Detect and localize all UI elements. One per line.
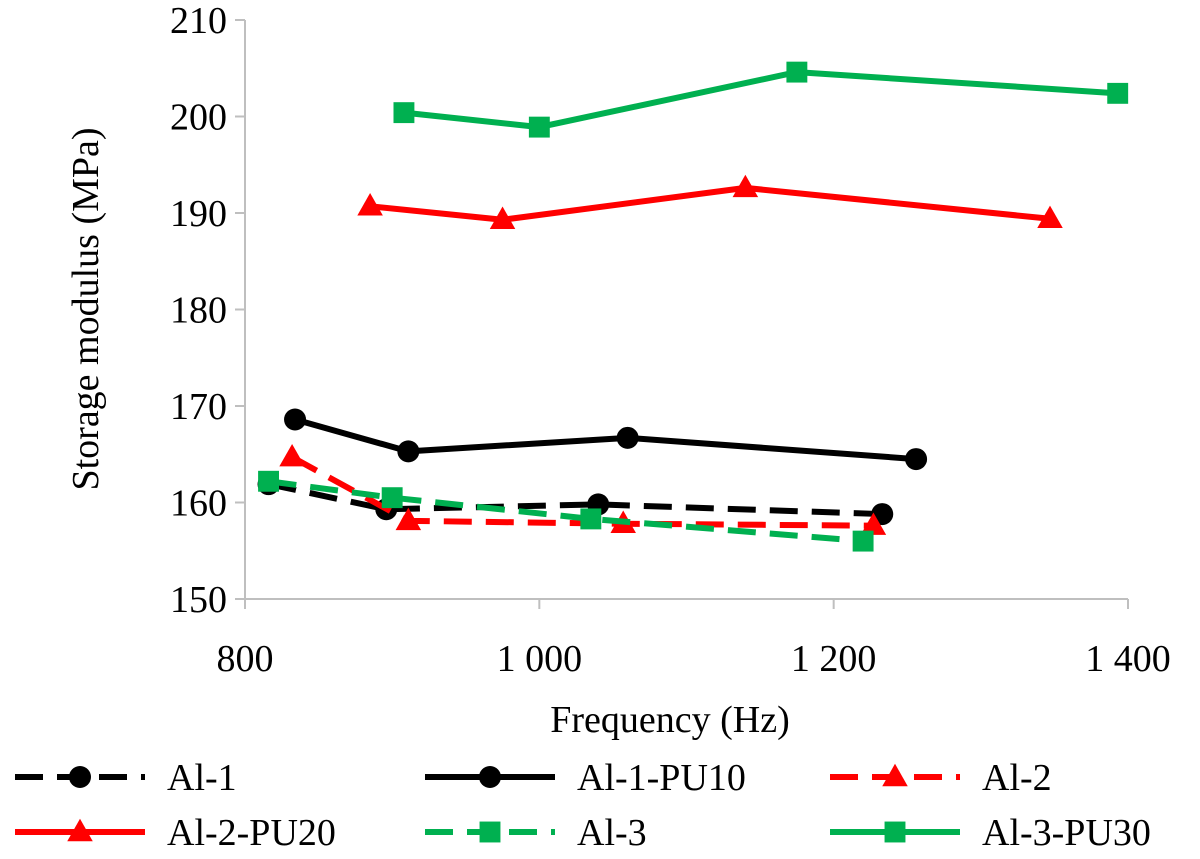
legend-item-al-1-pu10: Al-1-PU10 [425, 757, 746, 799]
y-tick-label: 200 [170, 97, 227, 139]
data-point-al-3 [258, 470, 279, 492]
legend-item-al-3: Al-3 [425, 812, 647, 854]
legend-label-al-1: Al-1 [167, 757, 237, 799]
legend-label-al-2: Al-2 [982, 757, 1052, 799]
y-tick-label: 160 [170, 483, 227, 525]
data-point-al-2 [279, 443, 305, 467]
data-point-al-1-pu10 [905, 448, 928, 471]
data-point-al-3 [381, 487, 403, 509]
x-axis-title: Frequency (Hz) [550, 699, 790, 741]
legend-marker-al-1 [69, 766, 91, 788]
y-tick-label: 180 [170, 290, 227, 332]
data-point-al-1-pu10 [616, 426, 639, 449]
legend-label-al-1-pu10: Al-1-PU10 [577, 757, 746, 799]
y-tick-label: 190 [170, 193, 227, 235]
legend-item-al-3-pu30: Al-3-PU30 [830, 812, 1151, 854]
data-point-al-2-pu20 [732, 174, 759, 198]
axes: 150 160 170 180 190 200 210 800 1 000 1 200 1 400 [170, 0, 1171, 680]
data-point-al-2 [395, 507, 422, 531]
series-al-2-pu20 [357, 174, 1063, 229]
series-line-al-1 [267, 481, 883, 518]
legend-item-al-1: Al-1 [15, 757, 237, 799]
legend-label-al-2-pu20: Al-2-PU20 [167, 812, 336, 854]
y-axis-title: Storage modulus (MPa) [65, 127, 107, 490]
legend-label-al-3: Al-3 [577, 812, 647, 854]
data-point-al-3-pu30 [393, 102, 415, 124]
series-line-al-2 [290, 454, 874, 529]
series-line-al-3 [268, 478, 864, 545]
y-tick-label: 210 [170, 0, 227, 42]
legend-item-al-2: Al-2 [830, 757, 1052, 799]
legend-label-al-3-pu30: Al-3-PU30 [982, 812, 1151, 854]
data-point-al-1-pu10 [397, 440, 420, 463]
legend: Al-1 Al-1-PU10 Al-2 Al-2-PU20 Al-3 Al-3-PU30 [15, 757, 1151, 854]
y-tick-label: 170 [170, 386, 227, 428]
series-al-1-pu10 [284, 408, 928, 471]
x-tick-label: 1 400 [1085, 638, 1171, 680]
data-point-al-3-pu30 [1107, 82, 1129, 104]
data-point-al-2-pu20 [357, 193, 383, 216]
series-line-al-2-pu20 [369, 184, 1051, 223]
series-layer [257, 61, 1129, 552]
series-line-al-1-pu10 [294, 416, 917, 463]
legend-item-al-2-pu20: Al-2-PU20 [15, 812, 336, 854]
legend-marker-al-2 [882, 763, 908, 787]
legend-marker-al-3-pu30 [884, 821, 906, 843]
data-point-al-3 [852, 530, 874, 552]
legend-marker-al-3 [479, 821, 501, 843]
data-point-al-3-pu30 [786, 61, 808, 83]
legend-marker-al-2-pu20 [67, 818, 93, 842]
y-tick-label: 150 [170, 579, 227, 621]
series-al-3-pu30 [393, 61, 1129, 138]
series-al-3 [258, 470, 874, 552]
data-point-al-2 [860, 512, 887, 535]
data-point-al-1-pu10 [284, 408, 307, 431]
x-tick-label: 1 000 [497, 638, 583, 680]
legend-marker-al-1-pu10 [479, 766, 501, 788]
data-point-al-3 [580, 508, 602, 530]
data-point-al-3-pu30 [528, 116, 550, 138]
series-line-al-3-pu30 [403, 69, 1118, 131]
x-tick-label: 1 200 [791, 638, 877, 680]
data-point-al-2-pu20 [1037, 205, 1063, 229]
x-tick-label: 800 [217, 638, 274, 680]
data-point-al-2-pu20 [489, 206, 516, 229]
